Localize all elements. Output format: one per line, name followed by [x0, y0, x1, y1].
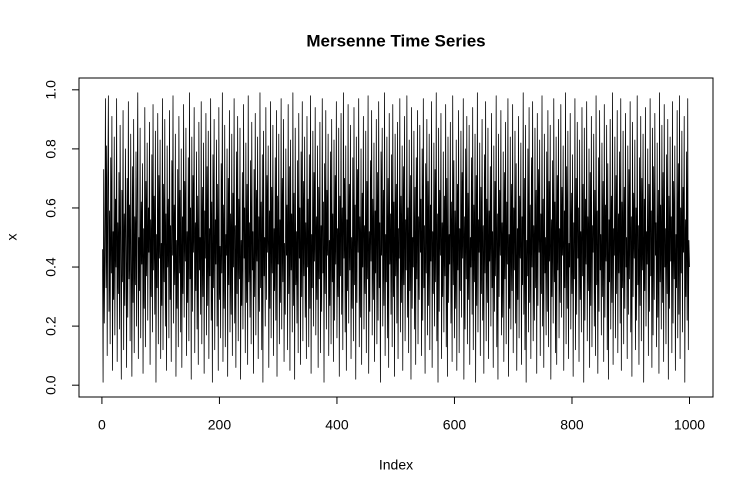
x-tick-label: 200	[208, 417, 232, 433]
y-tick-label: 0.4	[43, 257, 59, 277]
plot-frame	[78, 77, 714, 398]
y-tick-label: 0.2	[43, 316, 59, 336]
x-tick-label: 1000	[674, 417, 705, 433]
y-tick-label: 0.6	[43, 198, 59, 218]
x-axis-label: Index	[379, 457, 413, 473]
x-tick-label: 0	[98, 417, 106, 433]
y-axis-label: x	[4, 234, 20, 241]
x-tick-label: 600	[443, 417, 467, 433]
y-tick-label: 1.0	[43, 80, 59, 100]
series-line	[102, 92, 690, 383]
chart-title: Mersenne Time Series	[306, 31, 485, 50]
x-tick-label: 800	[560, 417, 584, 433]
y-tick-label: 0.8	[43, 139, 59, 159]
x-tick-label: 400	[325, 417, 349, 433]
y-tick-label: 0.0	[43, 375, 59, 395]
